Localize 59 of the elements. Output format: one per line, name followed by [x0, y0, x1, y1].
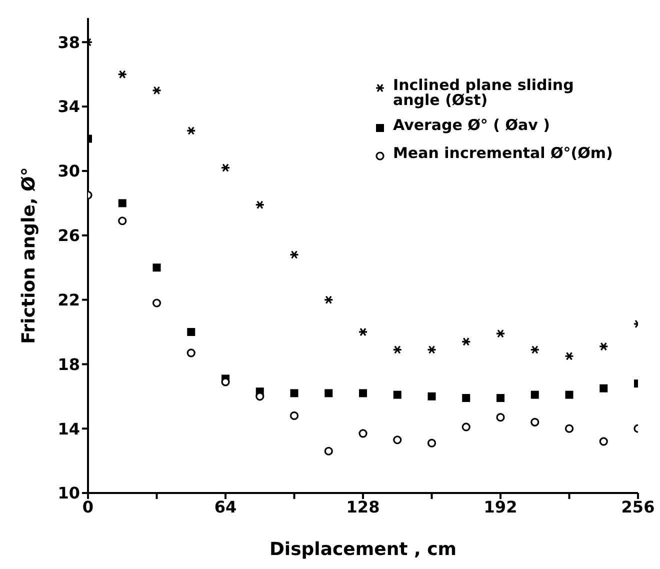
point: [118, 199, 126, 208]
point: [186, 348, 196, 358]
y-tick-label: 30: [58, 162, 80, 181]
y-tick-label: 14: [58, 419, 80, 438]
point: [462, 394, 470, 402]
x-axis-title: Displacement , cm: [269, 539, 457, 560]
point: [324, 446, 333, 456]
point: [564, 352, 574, 360]
y-tick-label: 18: [58, 354, 80, 374]
point: [599, 437, 608, 446]
point: [461, 337, 471, 346]
point: [290, 389, 298, 398]
point: [118, 216, 127, 226]
point: [324, 295, 334, 304]
point: [290, 411, 299, 420]
legend-label: Inclined plane sliding angle (Øst): [393, 76, 575, 109]
point: [564, 424, 574, 433]
point: [359, 389, 367, 398]
point: [393, 436, 402, 444]
point: [530, 390, 539, 399]
point: [530, 418, 540, 426]
point: [392, 345, 402, 354]
x-tick-label: 192: [484, 497, 518, 516]
point: [600, 384, 608, 392]
y-tick-label: 34: [58, 97, 80, 116]
y-tick-label: 26: [58, 226, 80, 246]
point: [152, 264, 161, 272]
point: [255, 200, 265, 210]
point: [428, 392, 436, 400]
point: [598, 342, 608, 351]
point: [186, 126, 196, 136]
legend-label: Average Ø° ( Øav ): [393, 116, 550, 134]
point: [496, 413, 505, 422]
point: [289, 250, 300, 259]
x-tick-label: 256: [621, 497, 655, 516]
point: [220, 163, 230, 172]
point: [530, 345, 540, 354]
point: [496, 394, 504, 402]
point: [393, 390, 402, 399]
point: [426, 345, 437, 354]
y-axis-title: Friction angle, Ø°: [18, 167, 40, 344]
point: [496, 329, 506, 338]
point: [427, 438, 436, 448]
point: [324, 389, 333, 398]
point: [152, 86, 162, 95]
x-tick-label: 64: [214, 497, 237, 516]
point: [187, 328, 196, 336]
point: [118, 70, 128, 79]
point: [358, 429, 368, 438]
legend-label: Mean incremental Ø°(Øm): [393, 144, 613, 162]
y-tick-label: 22: [58, 290, 80, 310]
x-tick-label: 128: [346, 497, 380, 516]
point: [565, 390, 574, 399]
y-tick-label: 38: [58, 32, 80, 52]
point: [152, 298, 162, 308]
y-tick-label: 10: [58, 484, 80, 503]
point: [358, 328, 368, 336]
x-tick-label: 0: [82, 497, 94, 516]
point: [462, 422, 470, 432]
